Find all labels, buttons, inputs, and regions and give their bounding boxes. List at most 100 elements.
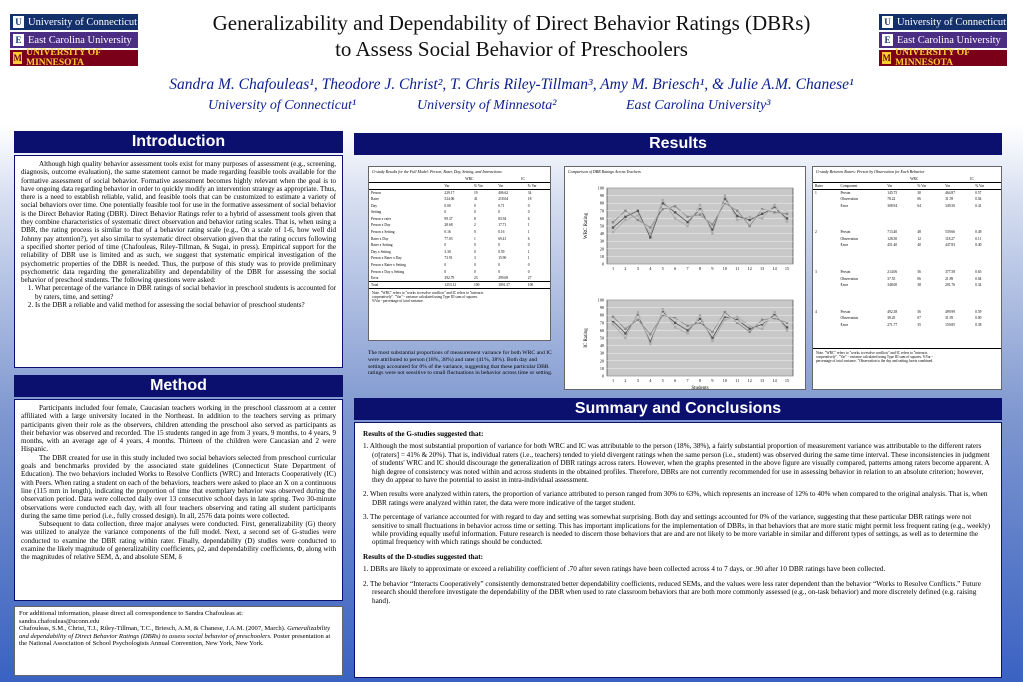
chart-panel: Comparison of DBR Ratings Across Teacher…: [564, 166, 806, 390]
data-point: [748, 215, 751, 219]
data-point: [760, 321, 764, 324]
x-tick-label: 4: [649, 266, 652, 271]
data-point: [624, 215, 627, 219]
x-tick-label: 11: [735, 266, 739, 271]
x-tick-label: 10: [723, 378, 727, 383]
x-axis-label: Students: [691, 386, 708, 390]
data-point: [624, 332, 627, 335]
data-point: [748, 327, 751, 331]
data-point: [736, 320, 739, 323]
y-tick-label: 50: [600, 336, 604, 341]
data-point: [711, 330, 714, 334]
y-tick-label: 100: [598, 298, 604, 303]
data-point: [773, 317, 776, 320]
table-row: Error 348.00 38 201.76 0.34: [840, 283, 982, 288]
data-point: [723, 310, 727, 314]
data-point: [649, 226, 652, 229]
column-header: Var: [496, 182, 526, 190]
data-point: [785, 321, 789, 324]
data-point: [649, 342, 652, 346]
y-tick-label: 60: [600, 328, 604, 333]
data-point: [611, 323, 615, 326]
data-point: [673, 317, 677, 320]
data-point: [723, 318, 727, 321]
contact-email[interactable]: sandra.chafouleas@uconn.edu: [19, 617, 100, 625]
g-finding: 2. When results were analyzed within rat…: [363, 490, 988, 507]
contact-box: For additional information, please direc…: [14, 606, 343, 676]
table-row: Person x rater 99.37 8 83.94 6: [371, 216, 530, 221]
title-line-2: to Assess Social Behavior of Preschooler…: [335, 37, 688, 61]
data-point: [723, 314, 727, 317]
data-point: [711, 228, 714, 231]
results-summary: The most substantial proportions of meas…: [368, 350, 553, 377]
data-point: [785, 326, 789, 329]
umn-logo: M UNIVERSITY OF MINNESOTA: [879, 48, 1007, 68]
data-point: [624, 212, 627, 216]
data-point: [773, 315, 776, 318]
table-row: 3 Person 214.06 56 377.58 0.65: [815, 270, 982, 275]
table-row: Error 271.77 35 159.85 0.38: [840, 323, 982, 328]
data-point: [748, 218, 751, 222]
data-point: [736, 321, 739, 324]
data-point: [624, 218, 627, 222]
data-point: [698, 213, 702, 216]
data-point: [736, 214, 739, 218]
data-point: [686, 221, 689, 224]
data-point: [698, 314, 702, 317]
contact-line: For additional information, please direc…: [19, 610, 243, 617]
data-point: [649, 329, 652, 332]
y-tick-label: 60: [600, 216, 604, 221]
x-tick-label: 3: [637, 378, 639, 383]
data-point: [661, 314, 664, 317]
introduction-body: Although high quality behavior assessmen…: [14, 155, 343, 368]
data-point: [723, 194, 727, 197]
data-point: [673, 326, 677, 329]
data-point: [673, 217, 677, 220]
table-note: Note. "WRC" refers to "works to resolve …: [813, 348, 1001, 365]
data-point: [760, 327, 764, 331]
data-point: [673, 208, 677, 211]
data-point: [686, 329, 689, 332]
table-row: Observation 78.22 06 31.59 0.04: [840, 197, 982, 202]
d-finding: 1. DBRs are likely to approximate or exc…: [363, 565, 886, 574]
y-tick-label: 30: [600, 351, 604, 356]
data-point: [711, 232, 714, 235]
x-tick-label: 2: [624, 378, 626, 383]
data-point: [736, 315, 739, 318]
table-row: Observation 128.50 12 118.27 0.11: [840, 236, 982, 241]
method-paragraph: Participants included four female, Cauca…: [21, 404, 336, 454]
data-point: [611, 230, 615, 234]
table-row: Day x Setting 3.30 0 0.59 1: [371, 249, 530, 254]
data-point: [773, 203, 776, 206]
data-point: [773, 310, 776, 314]
data-point: [686, 324, 689, 328]
x-tick-label: 1: [612, 378, 614, 383]
poster-title: Generalizability and Dependability of Di…: [150, 10, 873, 62]
introduction-paragraph: Although high quality behavior assessmen…: [21, 160, 336, 285]
y-tick-label: 0: [602, 374, 604, 379]
y-tick-label: 10: [600, 366, 604, 371]
table-row: Person 229.17 19 406.62 34: [371, 190, 532, 195]
data-point: [723, 197, 727, 200]
g-study-table: WRC IC Var % Var Var % Var Person 229.17 1…: [369, 176, 550, 288]
d-studies-heading: Results of the D-studies suggested that:: [363, 552, 483, 561]
y-tick-label: 10: [600, 254, 604, 259]
summary-heading: Summary and Conclusions: [354, 398, 1002, 420]
column-header: % Var: [525, 182, 550, 190]
table-row: Rater 524.06 41 218.64 18: [371, 197, 532, 202]
data-point: [748, 323, 751, 326]
data-point: [686, 215, 689, 219]
x-tick-label: 5: [662, 378, 664, 383]
logos-left: U University of Connecticut E East Carolin…: [10, 14, 138, 68]
data-point: [649, 236, 652, 239]
x-tick-label: 14: [772, 266, 777, 271]
method-paragraph: The DBR created for use in this study in…: [21, 453, 336, 520]
data-point: [636, 214, 640, 217]
data-point: [736, 206, 739, 209]
data-point: [748, 212, 751, 216]
data-point: [773, 314, 776, 317]
y-tick-label: 0: [602, 262, 604, 267]
data-point: [736, 318, 739, 321]
data-point: [636, 318, 640, 321]
data-point: [698, 209, 702, 212]
